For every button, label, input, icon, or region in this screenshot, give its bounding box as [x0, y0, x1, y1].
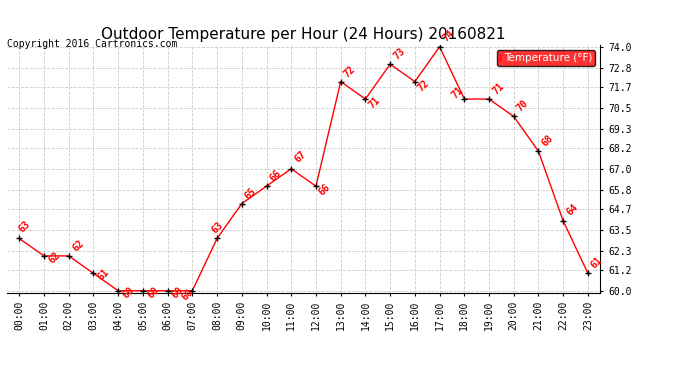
Text: 73: 73: [391, 46, 406, 62]
Text: 62: 62: [46, 250, 62, 266]
Text: 60: 60: [121, 285, 136, 300]
Text: 68: 68: [540, 134, 555, 149]
Text: 61: 61: [96, 267, 111, 283]
Text: 71: 71: [491, 81, 506, 96]
Text: 66: 66: [317, 182, 333, 198]
Text: 70: 70: [515, 99, 531, 114]
Text: 67: 67: [293, 149, 308, 164]
Text: 62: 62: [71, 238, 86, 253]
Text: 65: 65: [243, 186, 258, 201]
Text: 60: 60: [180, 287, 195, 302]
Text: 72: 72: [416, 78, 431, 93]
Text: 63: 63: [210, 220, 225, 236]
Text: 64: 64: [564, 202, 580, 217]
Text: 72: 72: [342, 64, 357, 79]
Text: 66: 66: [268, 168, 283, 184]
Text: 63: 63: [17, 219, 32, 234]
Text: 71: 71: [449, 86, 465, 101]
Text: 61: 61: [589, 255, 604, 271]
Text: 74: 74: [441, 28, 456, 43]
Legend: Temperature (°F): Temperature (°F): [497, 50, 595, 66]
Text: Copyright 2016 Cartronics.com: Copyright 2016 Cartronics.com: [7, 39, 177, 50]
Text: 60: 60: [170, 285, 186, 300]
Title: Outdoor Temperature per Hour (24 Hours) 20160821: Outdoor Temperature per Hour (24 Hours) …: [101, 27, 506, 42]
Text: 71: 71: [366, 95, 382, 110]
Text: 60: 60: [146, 285, 161, 300]
